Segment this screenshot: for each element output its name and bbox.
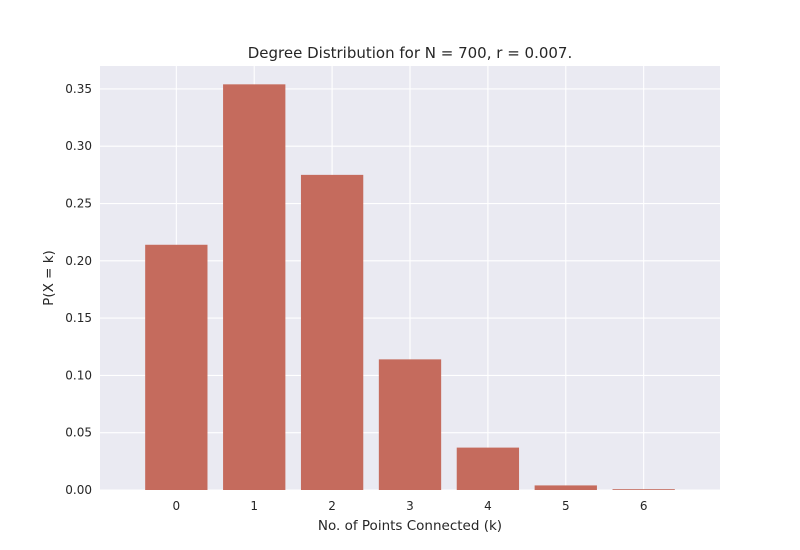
y-tick-label: 0.20 xyxy=(65,254,92,268)
bar xyxy=(223,84,286,490)
y-tick-label: 0.05 xyxy=(65,426,92,440)
bar xyxy=(145,244,208,490)
x-tick-label: 5 xyxy=(562,499,570,513)
x-tick-label: 3 xyxy=(406,499,414,513)
chart-title: Degree Distribution for N = 700, r = 0.0… xyxy=(248,44,573,62)
bar xyxy=(534,485,597,490)
x-tick-label: 1 xyxy=(250,499,258,513)
y-tick-label: 0.15 xyxy=(65,311,92,325)
bars xyxy=(145,84,675,490)
y-axis-label: P(X = k) xyxy=(41,250,57,306)
x-tick-label: 0 xyxy=(173,499,181,513)
y-tick-label: 0.00 xyxy=(65,483,92,497)
x-tick-label: 6 xyxy=(640,499,648,513)
x-axis-label: No. of Points Connected (k) xyxy=(318,518,502,534)
y-tick-labels: 0.00 0.05 0.10 0.15 0.20 0.25 0.30 0.35 xyxy=(65,82,92,497)
y-tick-label: 0.35 xyxy=(65,82,92,96)
bar xyxy=(612,489,675,490)
bar xyxy=(456,447,520,490)
x-tick-label: 2 xyxy=(328,499,336,513)
bar xyxy=(378,359,442,490)
x-tick-label: 4 xyxy=(484,499,492,513)
x-tick-labels: 0 1 2 3 4 5 6 xyxy=(173,499,648,513)
y-tick-label: 0.10 xyxy=(65,368,92,382)
y-tick-label: 0.25 xyxy=(65,197,92,211)
bar xyxy=(300,174,364,490)
y-tick-label: 0.30 xyxy=(65,139,92,153)
